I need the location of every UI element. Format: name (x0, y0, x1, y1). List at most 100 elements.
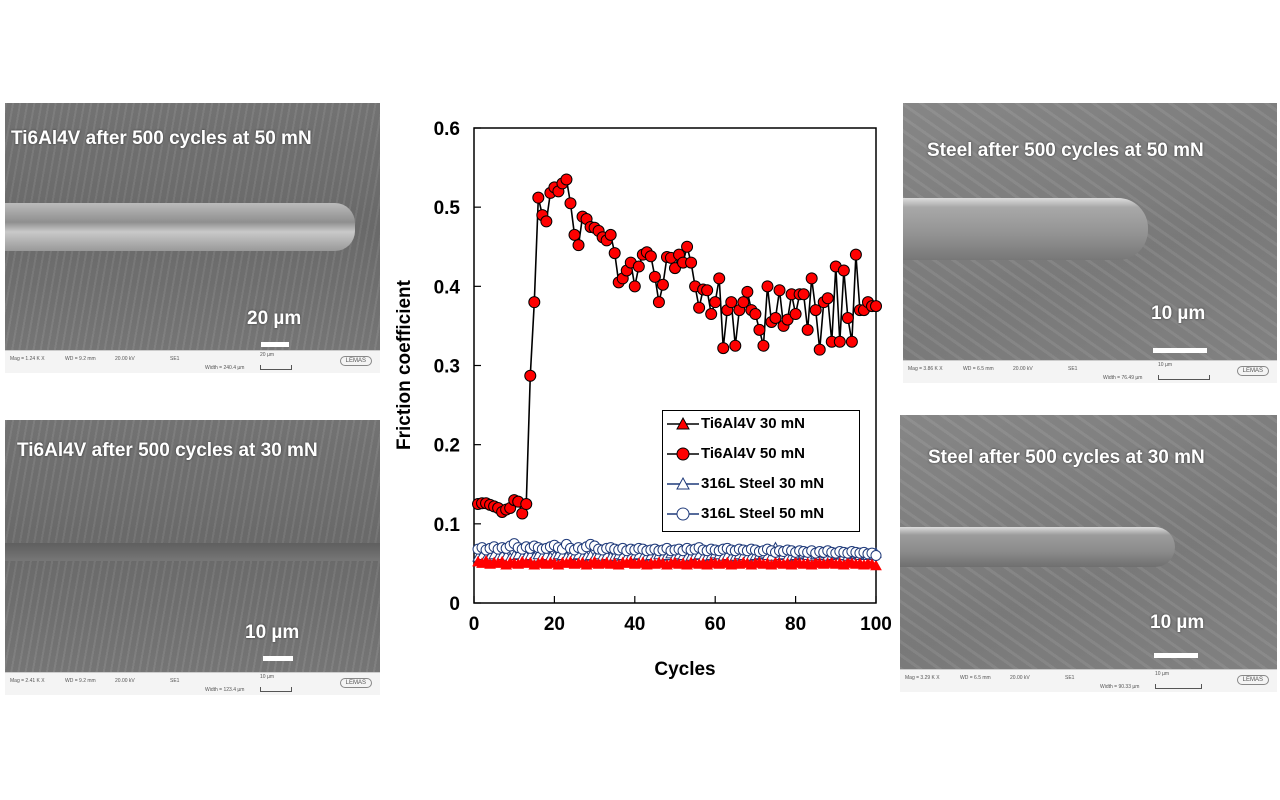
sem-micrograph (900, 415, 1277, 670)
data-point (604, 228, 617, 241)
data-point (809, 304, 822, 317)
y-tick-label: 0.2 (434, 436, 460, 457)
data-point (648, 270, 661, 283)
data-point (685, 256, 698, 269)
legend: Ti6Al4V 30 mN Ti6Al4V 50 mN 316L Steel 3… (662, 410, 860, 532)
data-point (870, 559, 882, 571)
data-point (725, 296, 738, 309)
data-point (608, 247, 621, 260)
data-point (568, 228, 581, 241)
data-point (632, 260, 645, 273)
y-axis-label: Friction coefficient (394, 279, 415, 450)
scale-label: 10 µm (245, 622, 300, 643)
data-point (870, 300, 882, 313)
data-point (709, 296, 722, 309)
data-point (737, 296, 750, 309)
data-point (773, 284, 786, 297)
data-point (749, 308, 762, 321)
y-tick-label: 0.1 (434, 515, 461, 536)
scale-bar (261, 342, 289, 347)
data-point (528, 296, 541, 309)
sem-info-bar: Mag = 3.29 K X WD = 6.5 mm 20.00 kV SE1 Widt… (900, 669, 1277, 692)
data-point (797, 288, 810, 301)
sem-micrograph (5, 420, 380, 673)
panel-title: Ti6Al4V after 500 cycles at 30 mN (17, 440, 318, 461)
data-point (560, 173, 573, 186)
data-point (520, 498, 533, 511)
sem-info-bar: Mag = 2.41 K X WD = 9.2 mm 20.00 kV SE1 Widt… (5, 672, 380, 695)
x-tick-label: 40 (624, 614, 645, 635)
data-point (870, 550, 882, 561)
x-axis-label: Cycles (654, 659, 715, 680)
y-tick-label: 0.6 (434, 119, 460, 140)
wear-track (900, 527, 1175, 567)
data-point (801, 323, 814, 336)
panel-title: Steel after 500 cycles at 50 mN (927, 140, 1204, 161)
wear-track (5, 203, 355, 251)
y-tick-label: 0.3 (434, 357, 460, 378)
lemas-logo: LEMAS (1236, 366, 1269, 376)
sem-image-steel-30mn: Steel after 500 cycles at 30 mN 10 µm Ma… (900, 415, 1277, 692)
lemas-logo: LEMAS (339, 356, 372, 366)
data-point (705, 308, 718, 321)
series-layer (472, 173, 882, 571)
data-point (532, 191, 545, 204)
data-point (789, 308, 802, 321)
filled-circle-icon (667, 447, 699, 461)
data-point (524, 369, 537, 382)
wear-track (5, 543, 380, 561)
data-point (833, 335, 846, 348)
sem-micrograph (903, 103, 1277, 361)
scale-label: 10 µm (1150, 612, 1205, 633)
data-point (693, 301, 706, 314)
data-point (849, 248, 862, 261)
data-point (628, 280, 641, 293)
x-tick-label: 20 (544, 614, 565, 635)
data-point (769, 312, 782, 324)
scale-bar (1153, 348, 1207, 353)
open-circle-icon (667, 507, 699, 521)
data-point (656, 278, 669, 291)
x-tick-label: 0 (469, 614, 480, 635)
series-ti6al4v-50-mn (472, 173, 882, 520)
data-point (741, 285, 754, 298)
sem-info-bar: Mag = 3.86 K X WD = 6.5 mm 20.00 kV SE1 Widt… (903, 360, 1277, 383)
sem-micrograph (5, 103, 380, 351)
data-point (845, 335, 858, 348)
data-point (813, 343, 826, 356)
scale-bar (1154, 653, 1198, 658)
scale-label: 20 µm (247, 308, 302, 329)
data-point (757, 339, 770, 352)
data-point (837, 264, 850, 277)
data-point (701, 284, 714, 297)
data-point (761, 280, 774, 293)
x-tick-label: 60 (705, 614, 726, 635)
sem-image-ti6al4v-50mn: Ti6Al4V after 500 cycles at 50 mN 20 µm … (5, 103, 380, 373)
data-point (644, 250, 657, 263)
panel-title: Ti6Al4V after 500 cycles at 50 mN (11, 128, 312, 149)
y-tick-label: 0.4 (434, 277, 461, 298)
data-point (564, 197, 577, 210)
x-tick-label: 100 (860, 614, 892, 635)
scale-label: 10 µm (1151, 303, 1206, 324)
data-point (652, 296, 665, 309)
y-tick-label: 0 (449, 594, 460, 615)
sem-image-steel-50mn: Steel after 500 cycles at 50 mN 10 µm Ma… (903, 103, 1277, 383)
data-point (805, 272, 818, 285)
data-point (717, 342, 730, 355)
data-point (572, 239, 585, 252)
axes: 0 20 40 60 80 100 0 0.1 0.2 0.3 0.4 0.5 0.6 (434, 119, 892, 635)
data-point (729, 339, 742, 352)
y-tick-label: 0.5 (434, 198, 461, 219)
sem-info-bar: Mag = 1.24 K X WD = 9.2 mm 20.00 kV SE1 Widt… (5, 350, 380, 373)
data-point (841, 312, 854, 324)
panel-title: Steel after 500 cycles at 30 mN (928, 447, 1205, 468)
data-point (540, 215, 553, 228)
filled-triangle-icon (667, 416, 699, 430)
series-316l-steel-50-mn (472, 538, 882, 561)
lemas-logo: LEMAS (339, 678, 372, 688)
data-point (681, 240, 694, 253)
wear-track (903, 198, 1148, 260)
data-point (753, 323, 766, 336)
